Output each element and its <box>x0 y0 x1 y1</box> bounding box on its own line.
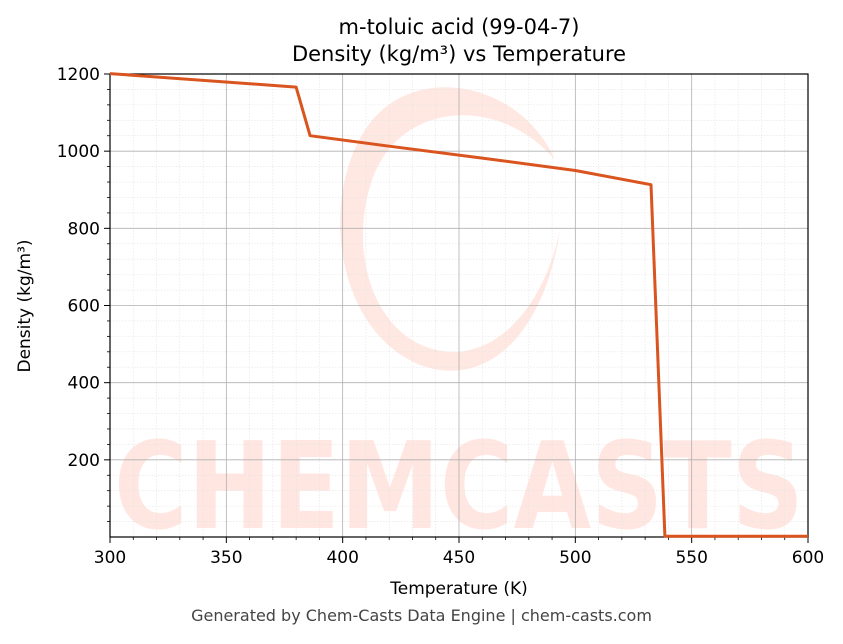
x-tick-label: 500 <box>559 548 591 568</box>
x-tick-label: 450 <box>443 548 475 568</box>
y-axis-label: Density (kg/m³) <box>15 239 35 372</box>
major-grid <box>109 73 809 537</box>
axis-ticks: 300 350 400 450 500 550 600 200 400 600 800 1000 120… <box>57 65 824 568</box>
density-chart: CHEMCASTS 300 350 400 450 500 550 600200400600… <box>15 15 824 599</box>
series-line <box>109 72 808 538</box>
y-tick-label: 200 <box>68 451 100 471</box>
chart-title: m-toluic acid (99-04-7) <box>339 15 580 39</box>
y-tick-label: 800 <box>68 219 100 239</box>
footer-credit: Generated by Chem-Casts Data Engine | ch… <box>191 606 652 625</box>
watermark-swirl-icon <box>340 87 560 371</box>
series-layer <box>109 72 808 538</box>
x-tick-label: 350 <box>210 548 242 568</box>
x-tick-label: 550 <box>675 548 707 568</box>
x-axis-label: Temperature (K) <box>389 579 528 599</box>
y-tick-label: 1000 <box>57 142 100 162</box>
x-tick-label: 300 <box>94 548 126 568</box>
x-tick-label: 400 <box>326 548 358 568</box>
y-tick-label: 400 <box>68 374 100 394</box>
chart-subtitle: Density (kg/m³) vs Temperature <box>292 42 626 66</box>
y-tick-label: 600 <box>68 297 100 317</box>
x-tick-label: 600 <box>792 548 824 568</box>
y-tick-label: 1200 <box>57 65 100 85</box>
